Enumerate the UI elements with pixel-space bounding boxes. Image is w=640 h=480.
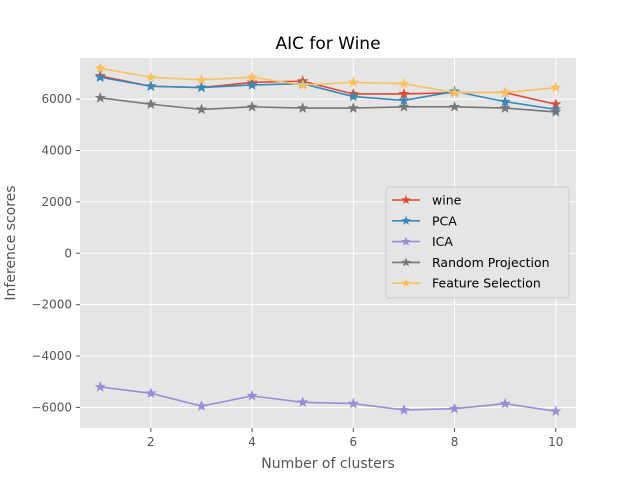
data-point-ica (94, 381, 106, 392)
series-ica (94, 381, 562, 417)
legend-label-random-projection: Random Projection (432, 255, 550, 270)
data-point-random-projection (246, 100, 258, 112)
series-layer (94, 62, 562, 417)
series-line-pca (100, 76, 556, 111)
data-point-feature-selection (145, 71, 157, 83)
data-point-random-projection (297, 102, 309, 113)
data-point-feature-selection (499, 86, 511, 98)
data-point-pca (145, 80, 157, 92)
data-point-ica (448, 402, 461, 414)
x-tick-label: 10 (548, 435, 563, 449)
y-tick-label: 0 (64, 246, 72, 260)
legend-item-wine: wine (392, 193, 462, 208)
x-tick-label: 4 (248, 435, 256, 449)
data-point-ica (195, 400, 208, 411)
data-point-pca (347, 90, 359, 102)
data-point-feature-selection (195, 73, 208, 85)
series-line-feature-selection (100, 67, 556, 94)
data-point-feature-selection (246, 71, 258, 83)
data-point-random-projection (145, 98, 157, 109)
legend-label-pca: PCA (432, 213, 457, 228)
legend-item-feature-selection: Feature Selection (392, 276, 541, 291)
data-point-feature-selection (94, 62, 106, 74)
legend-item-random-projection: Random Projection (392, 255, 550, 270)
data-point-ica (398, 404, 410, 415)
legend-label-wine: wine (432, 193, 462, 208)
data-point-feature-selection (297, 79, 309, 90)
x-tick-label: 6 (349, 435, 357, 449)
series-feature-selection (94, 62, 562, 98)
legend-item-pca: PCA (392, 213, 457, 228)
y-tick-label: −4000 (31, 349, 72, 363)
data-point-ica (145, 387, 157, 399)
data-point-ica (550, 405, 562, 417)
x-tick-label: 2 (147, 435, 155, 449)
data-point-pca (94, 71, 106, 83)
data-point-feature-selection (550, 81, 562, 93)
tick-labels: 2 4 6 8 10 −6000 −4000 −2000 0 2000 4000 6000 (31, 92, 563, 449)
series-line-ica (100, 386, 556, 413)
data-point-random-projection (550, 106, 562, 117)
data-point-random-projection (499, 102, 511, 113)
series-random-projection (94, 91, 562, 117)
data-point-feature-selection (347, 76, 359, 88)
chart-title: AIC for Wine (275, 34, 380, 54)
data-point-pca (246, 79, 258, 90)
data-point-random-projection (94, 91, 106, 103)
data-point-random-projection (347, 102, 359, 113)
legend-box (385, 186, 570, 299)
legend: wine PCA ICA Random Projection Feature Selec… (385, 186, 570, 299)
data-point-feature-selection (448, 86, 461, 98)
x-axis-label: Number of clusters (261, 456, 395, 472)
y-tick-label: −6000 (31, 400, 72, 414)
data-point-random-projection (398, 100, 410, 112)
legend-swatch-marker-feature-selection (401, 278, 411, 288)
legend-swatch-marker-random-projection (401, 257, 411, 267)
y-tick-label: 2000 (41, 195, 72, 209)
x-tick-label: 8 (451, 435, 459, 449)
data-point-ica (246, 390, 258, 401)
data-point-ica (297, 396, 309, 408)
data-point-ica (499, 397, 511, 409)
y-tick-label: 4000 (41, 144, 72, 158)
data-point-pca (195, 81, 208, 93)
data-point-random-projection (448, 100, 461, 112)
legend-label-ica: ICA (432, 234, 453, 249)
legend-item-ica: ICA (392, 234, 453, 249)
y-tick-label: −2000 (31, 298, 72, 312)
y-tick-label: 6000 (41, 92, 72, 106)
legend-swatch-marker-wine (401, 195, 411, 205)
data-point-ica (347, 397, 359, 409)
legend-swatch-marker-pca (401, 215, 411, 225)
y-axis-label: Inference scores (3, 185, 19, 300)
series-line-random-projection (100, 97, 556, 113)
data-point-feature-selection (398, 77, 410, 89)
data-point-random-projection (195, 103, 208, 115)
legend-label-feature-selection: Feature Selection (432, 276, 541, 291)
legend-swatch-marker-ica (401, 236, 411, 246)
